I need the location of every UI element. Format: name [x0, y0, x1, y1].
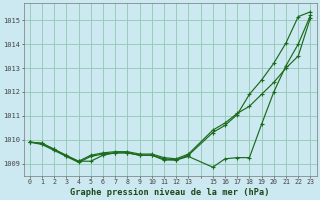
X-axis label: Graphe pression niveau de la mer (hPa): Graphe pression niveau de la mer (hPa): [70, 188, 270, 197]
